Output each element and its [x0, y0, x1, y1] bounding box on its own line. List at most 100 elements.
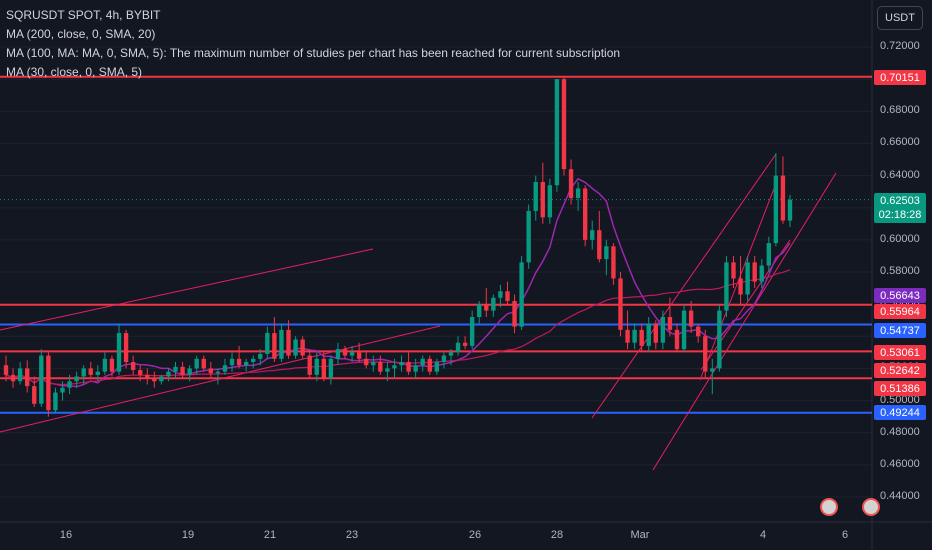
candle-body [342, 349, 348, 356]
x-tick-label: 19 [181, 529, 195, 541]
x-tick-label: 28 [550, 529, 564, 541]
currency-button[interactable]: USDT [877, 6, 923, 30]
candle-body [554, 79, 560, 186]
trendline [591, 153, 777, 419]
candle-body [674, 329, 680, 350]
candle-body [632, 329, 637, 343]
candle-body [180, 366, 185, 375]
y-tick-label: 0.48000 [880, 425, 920, 438]
candle-body [201, 358, 206, 369]
chart-legend: SQRUSDT SPOT, 4h, BYBIT MA (200, close, … [6, 6, 620, 82]
candle-body [166, 371, 171, 377]
candle-body [399, 362, 404, 366]
candle-body [159, 376, 164, 382]
candle-body [130, 362, 136, 371]
candle-body [773, 175, 779, 244]
horizontal-levels [0, 75, 872, 414]
candle-body [109, 358, 115, 372]
legend-ma-30[interactable]: MA (30, close, 0, SMA, 5) [6, 65, 143, 79]
candle-body [491, 297, 496, 311]
candle-body [667, 317, 673, 330]
price-label-70151: 0.70151 [874, 70, 926, 85]
candle-body [745, 262, 750, 295]
candle-body [695, 326, 701, 337]
candle-body [32, 386, 37, 404]
price-label-51386: 0.51386 [874, 381, 926, 396]
candle-body [81, 368, 86, 377]
candle-body [215, 371, 221, 374]
candle-body [194, 358, 199, 369]
candle-body [766, 243, 772, 266]
candle-body [138, 370, 143, 375]
candle-body [392, 365, 397, 369]
trendline [0, 248, 374, 331]
candle-body [724, 262, 729, 311]
y-tick-label: 0.58000 [880, 265, 920, 277]
candle-body [717, 310, 722, 369]
us-flag-event-icon[interactable] [862, 498, 880, 516]
trendline [0, 325, 441, 433]
candle-body [385, 368, 390, 372]
price-label-53061: 0.53061 [874, 345, 926, 360]
candle-body [243, 362, 249, 366]
candle-body [710, 368, 715, 372]
candle-body [222, 365, 228, 372]
candle-body [39, 355, 44, 404]
candle-body [519, 262, 524, 327]
x-tick-label: 23 [345, 529, 359, 541]
candle-body [660, 317, 666, 343]
candle-body [590, 230, 595, 240]
candle-body [300, 339, 305, 356]
ma-red-line [5, 269, 791, 386]
candle-body [286, 329, 291, 356]
x-tick-label: 16 [59, 529, 73, 541]
candle-body [229, 358, 235, 366]
candle-body [441, 355, 447, 362]
candle-body [639, 329, 644, 346]
candle-body [533, 182, 538, 211]
candle-body [307, 355, 312, 375]
candle-body [378, 362, 383, 372]
candle-body [321, 358, 327, 379]
price-label-52642: 0.52642 [874, 363, 926, 378]
x-tick-label: 26 [468, 529, 482, 541]
candle-body [413, 365, 418, 372]
candle-body [787, 199, 793, 221]
candle-body [618, 278, 623, 330]
candle-body [731, 262, 736, 279]
candle-body [328, 358, 334, 379]
price-label-55964: 0.55964 [874, 304, 926, 319]
candle-body [187, 368, 192, 375]
candle-body [123, 333, 129, 362]
price-label-54737: 0.54737 [874, 323, 926, 338]
price-label-56643: 0.56643 [874, 288, 926, 303]
candle-body [604, 246, 609, 260]
candle-body [477, 304, 482, 317]
candle-body [505, 291, 510, 301]
us-flag-event-icon[interactable] [820, 498, 838, 516]
y-tick-label: 0.44000 [880, 490, 920, 502]
candle-body [3, 365, 9, 375]
y-tick-label: 0.68000 [880, 104, 920, 117]
candle-body [582, 188, 588, 240]
candle-body [272, 333, 277, 359]
candle-body [74, 376, 79, 382]
candle-body [462, 342, 468, 346]
trendline-drawings [0, 153, 837, 471]
legend-ma-200[interactable]: MA (200, close, 0, SMA, 20) [6, 27, 156, 41]
candle-body [434, 362, 440, 372]
symbol-title[interactable]: SQRUSDT SPOT, 4h, BYBIT [6, 8, 161, 22]
candle-body [547, 185, 553, 218]
legend-ma-100[interactable]: MA (100, MA: MA, 0, SMA, 5): The maximum… [6, 46, 621, 60]
candle-body [24, 368, 30, 387]
ma-purple-line [5, 177, 791, 388]
candle-body [349, 352, 355, 356]
candle-body [152, 378, 157, 382]
candle-body [455, 342, 461, 353]
candle-body [526, 210, 531, 263]
candle-body [67, 381, 72, 388]
candle-body [371, 362, 376, 366]
candle-body [279, 329, 284, 359]
